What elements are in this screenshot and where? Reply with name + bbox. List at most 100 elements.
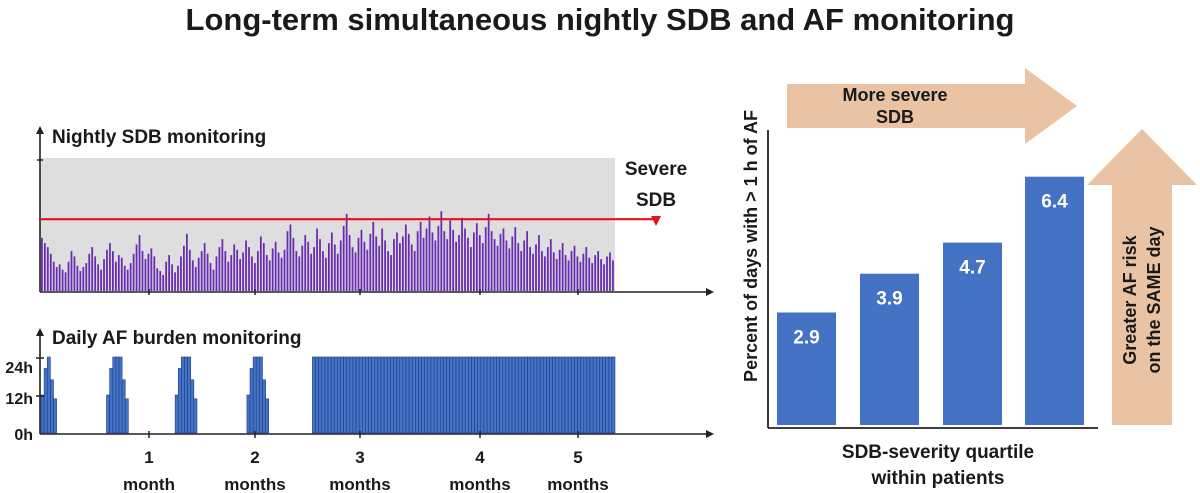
sdb-bar <box>502 228 505 291</box>
af-burden-bar <box>549 356 553 434</box>
sdb-bar <box>419 221 422 291</box>
sdb-bar <box>106 249 108 291</box>
af-burden-bar <box>390 356 394 434</box>
af-burden-bar <box>505 356 510 434</box>
af-burden-bar <box>499 356 503 434</box>
quartile-y-axis-label: Percent of days with > 1 h of AF <box>741 110 761 382</box>
af-burden-bar <box>521 356 525 434</box>
sdb-bar <box>230 255 233 291</box>
quartile-panel: More severe SDB Greater AF risk on the S… <box>741 68 1197 489</box>
sdb-bar <box>487 213 490 291</box>
af-burden-bar <box>318 356 323 434</box>
sdb-bar <box>333 244 336 291</box>
sdb-bar <box>564 255 567 291</box>
af-burden-bar <box>46 356 51 434</box>
af-burden-bar <box>511 356 516 434</box>
quartile-bar-label-q4: 6.4 <box>1041 192 1068 213</box>
sdb-bar <box>342 225 345 291</box>
sdb-bar <box>259 236 262 291</box>
af-burden-bar <box>190 379 195 434</box>
sdb-bar <box>573 245 576 291</box>
sdb-bar <box>434 240 437 291</box>
af-burden-bar <box>40 394 45 434</box>
xtick-1-num: 1 <box>144 448 153 467</box>
greater-af-risk-arrow <box>1087 129 1197 425</box>
af-burden-bar <box>193 398 198 434</box>
sdb-bar <box>319 239 321 291</box>
af-burden-bar <box>508 356 513 434</box>
af-burden-bar <box>249 368 254 434</box>
sdb-bar <box>218 247 221 291</box>
af-burden-bar <box>502 356 507 434</box>
af-burden-bar <box>187 356 192 434</box>
af-burden-bar <box>514 356 519 434</box>
af-ytick-12h: 12h <box>5 391 33 408</box>
sdb-bar <box>470 247 472 291</box>
af-burden-bar <box>592 356 597 434</box>
sdb-bar <box>82 267 85 291</box>
sdb-bar <box>301 245 304 291</box>
sdb-bar <box>378 245 381 291</box>
sdb-bar <box>171 264 173 291</box>
sdb-bar <box>233 244 236 291</box>
sdb-bar <box>381 228 384 291</box>
sdb-bar <box>209 263 212 291</box>
sdb-bar <box>390 255 392 291</box>
af-burden-bar <box>115 356 120 434</box>
sdb-bar <box>180 256 182 291</box>
sdb-bar <box>567 260 570 291</box>
af-burden-bar <box>252 356 257 434</box>
sdb-bar <box>144 259 147 291</box>
sdb-bar <box>91 247 94 291</box>
sdb-bar <box>401 236 404 291</box>
af-burden-bar <box>439 356 444 434</box>
sdb-bar <box>274 241 277 291</box>
af-burden-bar <box>474 356 479 434</box>
af-burden-bar <box>436 356 441 434</box>
sdb-bar <box>316 228 318 291</box>
af-burden-bar <box>421 356 426 434</box>
sdb-bar <box>117 255 120 291</box>
af-burden-bar <box>324 356 329 434</box>
xtick-3-num: 3 <box>355 448 364 467</box>
af-burden-bar <box>589 356 594 434</box>
sdb-bar <box>162 275 165 291</box>
sdb-bar <box>58 264 61 291</box>
af-burden-bar <box>112 356 117 434</box>
af-burden-bar <box>461 356 466 434</box>
sdb-bar <box>493 239 496 291</box>
af-burden-bar <box>362 356 366 434</box>
af-burden-bar <box>496 356 500 434</box>
af-burden-bar <box>333 356 338 434</box>
af-burden-bar <box>564 356 569 434</box>
sdb-bar <box>132 253 135 291</box>
sdb-bar <box>248 247 250 291</box>
more-severe-sdb-text-line1: More severe <box>842 85 947 105</box>
sdb-bar <box>552 252 555 291</box>
af-x-ticks <box>148 431 579 438</box>
quartile-bar-label-q1: 2.9 <box>793 328 819 349</box>
sdb-bar <box>129 263 132 291</box>
sdb-bar <box>245 240 247 291</box>
more-severe-sdb-arrow <box>787 68 1077 144</box>
sdb-bar <box>165 261 168 291</box>
sdb-bar <box>345 213 348 291</box>
sdb-bar <box>147 253 150 291</box>
sdb-bar <box>109 243 111 291</box>
sdb-bar <box>325 257 327 291</box>
sdb-bar <box>322 251 324 291</box>
af-burden-bar <box>355 356 360 434</box>
quartile-x-axis-label-line2: within patients <box>871 468 1005 489</box>
af-burden-bar <box>312 356 316 434</box>
sdb-bar <box>582 253 585 291</box>
af-burden-bar <box>374 356 379 434</box>
af-burden-bar <box>477 356 482 434</box>
af-burden-bar <box>181 356 185 434</box>
sdb-bar <box>123 265 126 291</box>
sdb-bar <box>600 259 602 291</box>
af-burden-bar <box>602 356 606 434</box>
af-burden-bars <box>40 356 616 434</box>
sdb-bar <box>505 240 508 291</box>
sdb-bar <box>103 259 105 291</box>
xtick-5-unit: months <box>547 475 608 493</box>
